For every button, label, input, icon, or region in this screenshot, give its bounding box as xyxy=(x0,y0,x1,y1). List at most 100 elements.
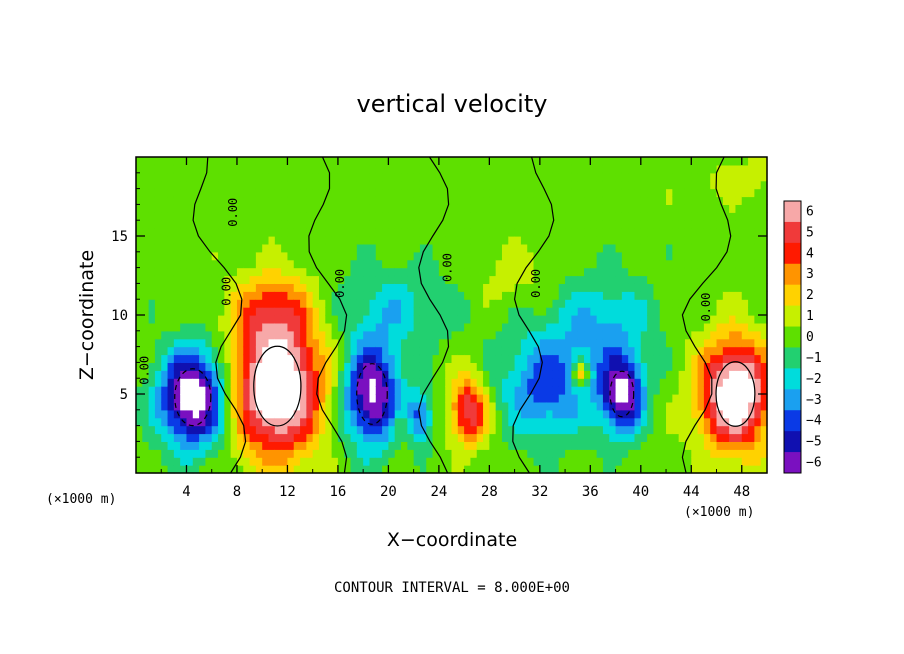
heatmap-cell xyxy=(218,441,225,450)
heatmap-cell xyxy=(640,204,648,213)
heatmap-cell xyxy=(489,409,497,419)
heatmap-cell xyxy=(703,259,711,269)
contour-interval-note: CONTOUR INTERVAL = 8.000E+00 xyxy=(334,580,570,596)
heatmap-cell xyxy=(476,220,484,229)
heatmap-cell xyxy=(729,299,737,308)
heatmap-cell xyxy=(426,433,434,442)
heatmap-cell xyxy=(438,425,446,435)
heatmap-cell xyxy=(628,172,636,182)
heatmap-cell xyxy=(394,259,402,269)
heatmap-cell xyxy=(426,188,434,198)
heatmap-cell xyxy=(666,449,673,458)
heatmap-cell xyxy=(281,354,289,363)
heatmap-cell xyxy=(539,204,547,213)
heatmap-cell xyxy=(255,204,263,213)
heatmap-cell xyxy=(647,378,655,387)
heatmap-cell xyxy=(199,346,207,356)
heatmap-cell xyxy=(287,172,295,182)
heatmap-cell xyxy=(419,243,427,253)
heatmap-cell xyxy=(678,441,686,450)
heatmap-cell xyxy=(230,299,238,308)
heatmap-cell xyxy=(476,417,484,427)
heatmap-cell xyxy=(520,204,528,213)
heatmap-cell xyxy=(476,275,484,284)
heatmap-cell xyxy=(419,338,427,348)
heatmap-cell xyxy=(274,425,282,435)
heatmap-cell xyxy=(691,188,699,198)
heatmap-cell xyxy=(274,401,282,411)
heatmap-cell xyxy=(218,299,225,308)
heatmap-cell xyxy=(565,228,572,237)
heatmap-cell xyxy=(161,283,169,292)
heatmap-cell xyxy=(476,251,484,261)
heatmap-cell xyxy=(262,275,270,284)
heatmap-cell xyxy=(508,457,516,466)
heatmap-cell xyxy=(211,172,219,182)
heatmap-cell xyxy=(741,157,749,166)
heatmap-cell xyxy=(514,243,522,253)
heatmap-cell xyxy=(363,330,371,340)
heatmap-cell xyxy=(558,204,566,213)
heatmap-cell xyxy=(382,204,389,213)
heatmap-cell xyxy=(748,180,755,190)
heatmap-cell xyxy=(539,291,547,300)
heatmap-cell xyxy=(735,401,743,411)
heatmap-cell xyxy=(382,220,389,229)
heatmap-cell xyxy=(356,283,364,292)
heatmap-cell xyxy=(318,417,326,427)
heatmap-cell xyxy=(432,204,440,213)
heatmap-cell xyxy=(331,243,339,253)
heatmap-cell xyxy=(565,394,572,403)
heatmap-cell xyxy=(552,354,560,363)
heatmap-cell xyxy=(558,283,566,292)
heatmap-cell xyxy=(136,457,143,466)
heatmap-cell xyxy=(312,346,320,356)
heatmap-cell xyxy=(186,251,194,261)
heatmap-cell xyxy=(602,465,610,474)
heatmap-cell xyxy=(489,299,497,308)
heatmap-cell xyxy=(356,425,364,435)
heatmap-cell xyxy=(602,267,610,277)
heatmap-cell xyxy=(142,299,150,308)
heatmap-cell xyxy=(666,354,673,363)
x-tick-label: 32 xyxy=(531,484,548,500)
heatmap-cell xyxy=(331,220,339,229)
heatmap-cell xyxy=(375,465,383,474)
heatmap-cell xyxy=(419,330,427,340)
heatmap-cell xyxy=(167,196,175,205)
heatmap-cell xyxy=(331,180,339,190)
heatmap-cell xyxy=(703,228,711,237)
colorbar-label: 2 xyxy=(806,288,814,303)
heatmap-cell xyxy=(445,394,453,403)
heatmap-cell xyxy=(697,267,705,277)
heatmap-cell xyxy=(426,180,434,190)
heatmap-cell xyxy=(508,409,516,419)
heatmap-cell xyxy=(230,164,238,174)
heatmap-cell xyxy=(710,228,718,237)
heatmap-cell xyxy=(312,251,320,261)
heatmap-cell xyxy=(312,449,320,458)
heatmap-cell xyxy=(325,449,333,458)
heatmap-cell xyxy=(268,164,276,174)
heatmap-cell xyxy=(464,291,472,300)
heatmap-cell xyxy=(318,330,326,340)
heatmap-cell xyxy=(167,267,175,277)
heatmap-cell xyxy=(684,394,692,403)
heatmap-cell xyxy=(382,172,389,182)
heatmap-cell xyxy=(666,401,673,411)
heatmap-cell xyxy=(716,354,724,363)
heatmap-cell xyxy=(300,251,307,261)
heatmap-cell xyxy=(501,346,509,356)
heatmap-cell xyxy=(148,228,156,237)
heatmap-cell xyxy=(287,370,295,379)
heatmap-cell xyxy=(653,457,661,466)
heatmap-cell xyxy=(590,172,598,182)
heatmap-cell xyxy=(501,157,509,166)
heatmap-cell xyxy=(224,322,232,332)
heatmap-cell xyxy=(590,251,598,261)
heatmap-cell xyxy=(136,346,143,356)
heatmap-cell xyxy=(255,417,263,427)
heatmap-cell xyxy=(754,315,762,324)
heatmap-cell xyxy=(211,157,219,166)
heatmap-cell xyxy=(602,378,610,387)
